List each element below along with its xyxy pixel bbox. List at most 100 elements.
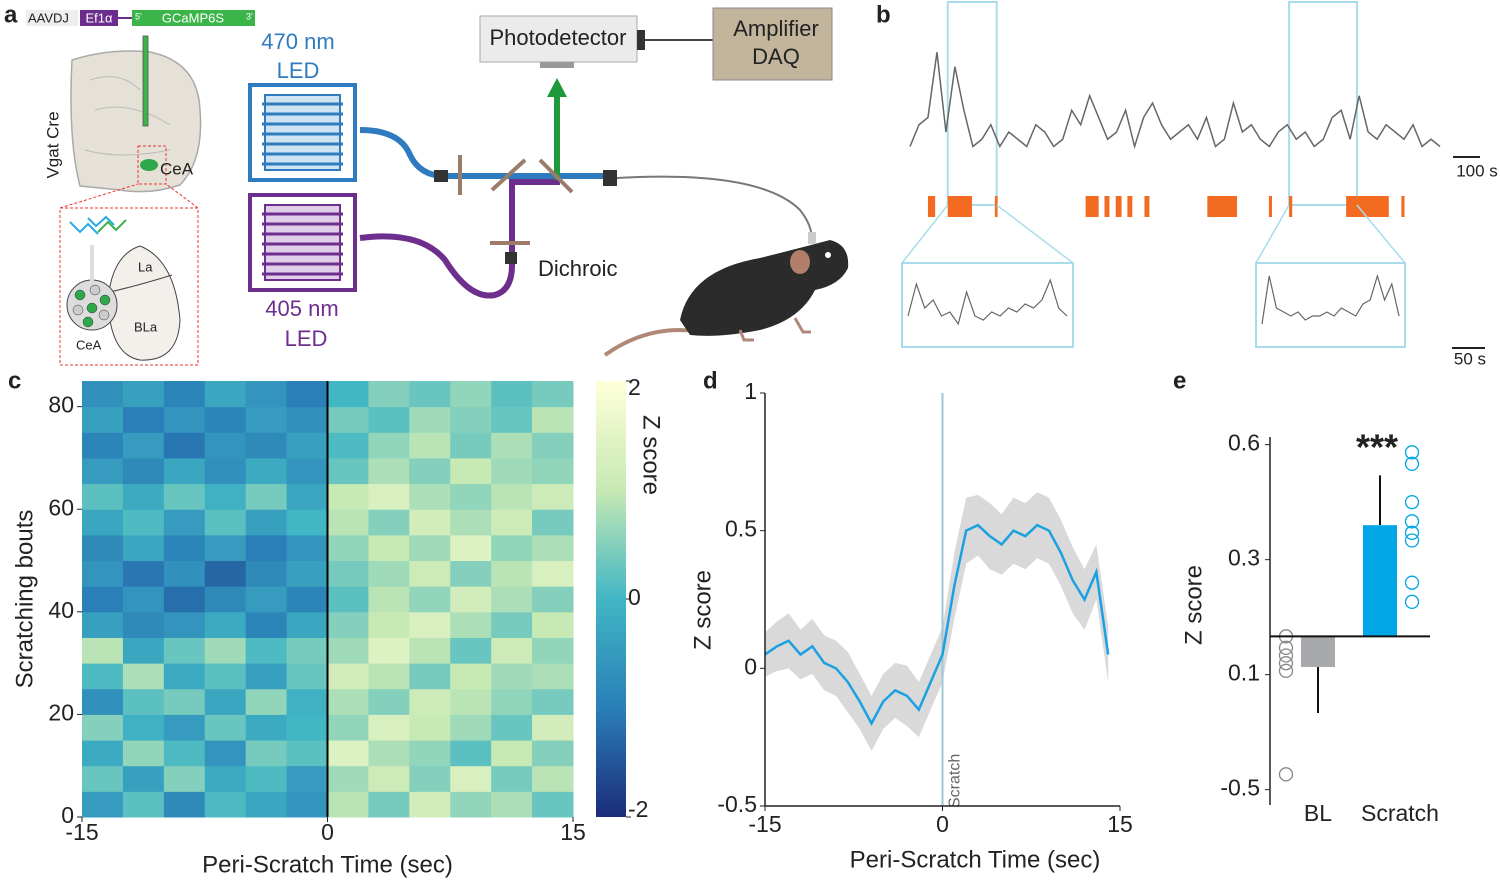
mouse <box>603 232 849 357</box>
x-axis-label: Peri-Scratch Time (sec) <box>202 851 453 878</box>
heatmap-cell <box>409 457 451 485</box>
mouse-tail <box>603 318 696 357</box>
event-label: Scratch <box>947 754 964 808</box>
heatmap-cell <box>409 381 451 408</box>
dichroic-mirror <box>538 158 574 194</box>
heatmap-cell <box>122 406 165 433</box>
y-tick-label: 1 <box>744 378 757 404</box>
heatmap-cell <box>122 714 165 741</box>
heatmap-cell <box>204 509 247 536</box>
heatmap-cell <box>204 586 247 613</box>
heatmap-cell <box>245 483 288 510</box>
heatmap-cell <box>409 791 451 818</box>
heatmap-cell <box>532 457 574 485</box>
heatmap-cell <box>491 432 533 459</box>
scratch-bout <box>1085 196 1099 217</box>
heatmap-cell <box>327 611 369 638</box>
heatmap-cell <box>286 483 328 510</box>
heatmap-cell <box>245 637 288 664</box>
heatmap-cell <box>286 637 328 664</box>
heatmap-cell <box>491 714 533 741</box>
x-tick-label: -15 <box>748 811 781 837</box>
data-point <box>1404 594 1420 609</box>
heatmap-cell <box>286 740 328 767</box>
scratch-bout <box>994 196 998 217</box>
heatmap-cell <box>245 534 288 562</box>
heatmap-cell <box>286 381 328 408</box>
heatmap-cell <box>286 611 328 638</box>
brain-outline <box>70 50 202 193</box>
heatmap-cell <box>368 663 410 690</box>
heatmap-cell <box>368 483 410 510</box>
heatmap-cell <box>327 586 369 613</box>
heatmap-cell <box>491 611 533 638</box>
heatmap-cell <box>245 560 288 587</box>
heatmap-cell <box>532 765 574 792</box>
connector <box>434 170 448 182</box>
heatmap-cell <box>491 765 533 792</box>
led-label: 405 nm <box>265 296 338 321</box>
heatmap-cell <box>327 457 369 485</box>
heatmap-cell <box>163 765 206 792</box>
inset-label: BLa <box>134 319 158 334</box>
heatmap-cell <box>163 432 206 459</box>
heatmap-cell <box>368 432 410 459</box>
bar <box>1363 525 1397 637</box>
heatmap-cell <box>327 663 369 690</box>
heatmap-cell <box>245 765 288 792</box>
scratch-bout <box>1115 196 1122 217</box>
heatmap-cell <box>122 765 165 792</box>
heatmap-cell <box>122 663 165 690</box>
heatmap-cell <box>491 406 533 433</box>
heatmap-cell <box>450 637 492 664</box>
amplifier-label: Amplifier <box>733 16 819 41</box>
heatmap-cell <box>532 663 574 690</box>
heatmap-cell <box>327 637 369 664</box>
inset-trace <box>907 278 1068 326</box>
data-point <box>1278 648 1294 663</box>
optics: 470 nm LED 405 nm LED Photodetector Ampl… <box>248 7 833 351</box>
gene-box <box>132 10 255 26</box>
heatmap-cell <box>327 791 369 818</box>
heatmap-cell <box>286 406 328 433</box>
heatmap-cell <box>82 483 124 510</box>
y-tick-label: 0.5 <box>725 516 757 542</box>
x-tick-label: 0 <box>321 819 334 845</box>
heatmap-cell <box>82 432 124 459</box>
data-point <box>1404 445 1420 460</box>
inset-box <box>901 262 1074 348</box>
y-tick-label: 40 <box>48 597 74 623</box>
heatmap-cell <box>368 586 410 613</box>
heatmap-cell <box>163 637 206 664</box>
inset-box <box>1255 262 1406 348</box>
heatmap-cell <box>368 534 410 562</box>
heatmap-cell <box>82 740 124 767</box>
heatmap-cell <box>163 406 206 433</box>
promoter-label: Ef1α <box>85 10 113 25</box>
heatmap-cell <box>409 483 451 510</box>
heatmap-cell <box>491 381 533 408</box>
inset-connector <box>1356 204 1406 264</box>
heatmap-cell <box>409 560 451 587</box>
heatmap-cell <box>450 432 492 459</box>
panel-label: d <box>703 367 718 394</box>
x-tick-label: 0 <box>936 811 949 837</box>
heatmap-cell <box>245 381 288 408</box>
heatmap-cell <box>532 509 574 536</box>
heatmap-cell <box>409 637 451 664</box>
emission-arrow <box>547 78 567 97</box>
probe <box>142 35 149 127</box>
heatmap-cell <box>450 406 492 433</box>
heatmap-cell <box>491 457 533 485</box>
heatmap-cell <box>286 663 328 690</box>
heatmap-cell <box>532 740 574 767</box>
sensor <box>540 62 574 68</box>
y-tick-label: 0.3 <box>1228 545 1260 571</box>
brain-detail <box>84 76 171 156</box>
heatmap-cell <box>368 509 410 536</box>
heatmap-cell <box>163 611 206 638</box>
data-point <box>1404 456 1420 471</box>
y-axis-label: Scratching bouts <box>11 510 38 689</box>
scratch-bout <box>927 196 936 217</box>
cells <box>72 284 111 328</box>
